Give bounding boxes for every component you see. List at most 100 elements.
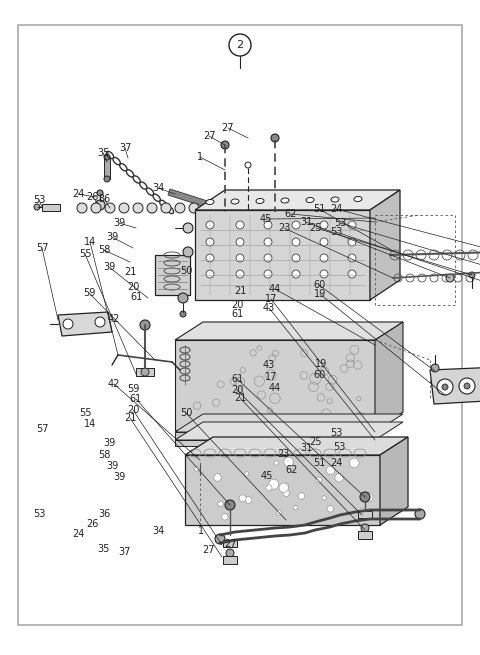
Circle shape — [245, 472, 249, 476]
Text: 37: 37 — [119, 143, 131, 153]
Polygon shape — [185, 455, 380, 525]
Text: 53: 53 — [334, 218, 346, 228]
Circle shape — [104, 154, 110, 160]
Text: 19: 19 — [314, 289, 326, 299]
Circle shape — [437, 379, 453, 395]
Text: 19: 19 — [314, 359, 327, 369]
Circle shape — [194, 466, 199, 471]
Text: 35: 35 — [97, 544, 109, 554]
Circle shape — [264, 221, 272, 229]
Circle shape — [469, 272, 475, 278]
Polygon shape — [155, 255, 190, 295]
Text: 62: 62 — [285, 209, 297, 219]
Circle shape — [34, 204, 40, 210]
Circle shape — [97, 190, 103, 196]
Circle shape — [292, 270, 300, 278]
Text: 39: 39 — [103, 262, 115, 272]
Text: 53: 53 — [33, 509, 46, 519]
Polygon shape — [185, 437, 408, 455]
Text: 53: 53 — [330, 227, 342, 237]
Text: 51: 51 — [313, 204, 325, 214]
Circle shape — [431, 364, 439, 372]
Text: 42: 42 — [108, 379, 120, 389]
Circle shape — [298, 493, 305, 499]
Text: 21: 21 — [234, 393, 246, 403]
Circle shape — [264, 270, 272, 278]
Circle shape — [133, 203, 143, 213]
Circle shape — [292, 221, 300, 229]
Circle shape — [320, 254, 328, 262]
Text: 59: 59 — [83, 288, 95, 298]
Bar — [104, 157, 110, 179]
Circle shape — [266, 485, 272, 491]
Circle shape — [245, 496, 252, 503]
Text: 43: 43 — [263, 303, 275, 313]
Bar — [223, 540, 237, 547]
Circle shape — [292, 238, 300, 246]
Circle shape — [276, 510, 282, 515]
Text: 50: 50 — [180, 408, 192, 418]
Bar — [223, 556, 237, 564]
Circle shape — [327, 506, 334, 512]
Text: 24: 24 — [330, 458, 342, 468]
Ellipse shape — [331, 197, 339, 202]
Circle shape — [320, 270, 328, 278]
Text: 21: 21 — [234, 286, 246, 296]
Text: 2: 2 — [237, 40, 243, 50]
Polygon shape — [195, 210, 370, 300]
Text: 21: 21 — [124, 413, 136, 423]
Circle shape — [348, 238, 356, 246]
Polygon shape — [175, 322, 403, 340]
Text: 25: 25 — [310, 223, 322, 233]
Circle shape — [264, 254, 272, 262]
Circle shape — [215, 534, 225, 544]
Text: 57: 57 — [36, 424, 48, 434]
Circle shape — [283, 489, 290, 496]
Circle shape — [271, 134, 279, 142]
Circle shape — [236, 254, 244, 262]
Ellipse shape — [281, 198, 289, 203]
Text: 58: 58 — [98, 245, 110, 255]
Circle shape — [161, 203, 171, 213]
Circle shape — [77, 203, 87, 213]
Text: 39: 39 — [107, 460, 119, 471]
Circle shape — [326, 466, 335, 475]
Text: 39: 39 — [113, 472, 125, 482]
Polygon shape — [430, 367, 480, 404]
Text: 55: 55 — [79, 249, 91, 259]
Circle shape — [320, 238, 328, 246]
Ellipse shape — [354, 196, 362, 202]
Circle shape — [415, 509, 425, 519]
Text: 26: 26 — [86, 519, 99, 529]
Text: 44: 44 — [269, 383, 281, 394]
Text: 23: 23 — [277, 449, 290, 459]
Text: 14: 14 — [84, 237, 96, 247]
Text: 27: 27 — [203, 545, 215, 555]
Circle shape — [206, 270, 214, 278]
Text: 1: 1 — [197, 152, 203, 162]
Text: 23: 23 — [278, 223, 290, 233]
Text: 59: 59 — [127, 384, 140, 394]
Text: 31: 31 — [300, 443, 312, 453]
Text: 39: 39 — [106, 232, 118, 242]
Text: 1: 1 — [198, 525, 204, 536]
Text: 45: 45 — [260, 471, 273, 481]
Circle shape — [269, 479, 279, 489]
Polygon shape — [175, 432, 375, 440]
Circle shape — [236, 211, 244, 219]
Text: 35: 35 — [97, 148, 109, 158]
Circle shape — [229, 34, 251, 56]
Text: 25: 25 — [310, 437, 322, 447]
Text: 44: 44 — [269, 284, 281, 294]
Circle shape — [183, 247, 193, 257]
Text: 26: 26 — [86, 192, 98, 202]
Text: 55: 55 — [79, 407, 92, 418]
Ellipse shape — [306, 198, 314, 202]
Ellipse shape — [231, 199, 239, 204]
Circle shape — [221, 141, 229, 149]
Bar — [136, 368, 154, 376]
Text: 20: 20 — [231, 300, 243, 310]
Text: 61: 61 — [130, 394, 142, 404]
Text: 34: 34 — [152, 525, 165, 536]
Circle shape — [141, 368, 149, 376]
